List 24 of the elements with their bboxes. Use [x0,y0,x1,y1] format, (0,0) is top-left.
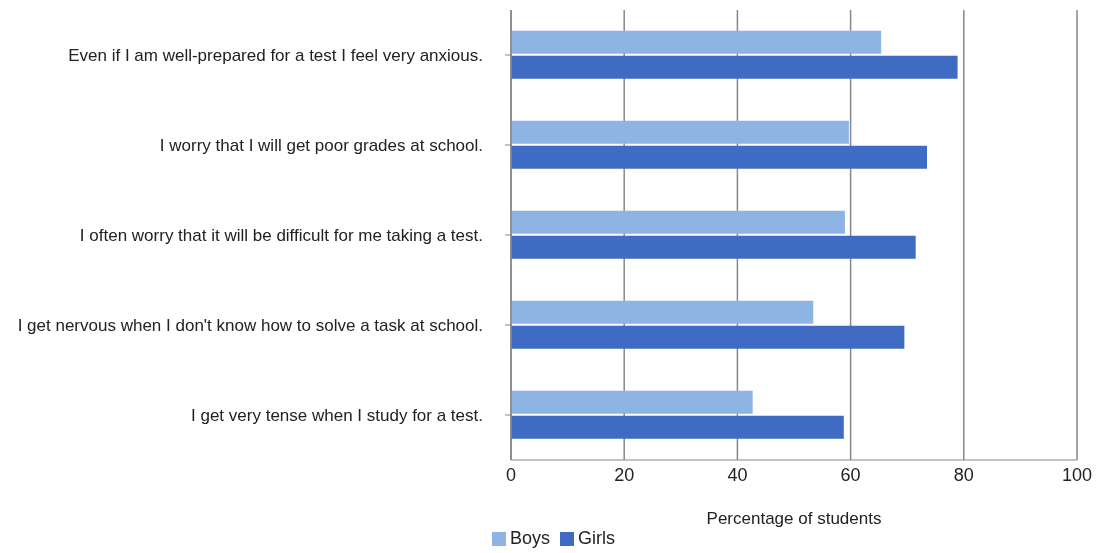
bar [511,235,916,259]
x-tick-label: 40 [727,464,748,485]
x-tick-label: 60 [840,464,861,485]
y-tick-label: I get nervous when I don't know how to solve a task at school. [17,316,483,335]
bar [511,55,958,79]
x-tick-label: 20 [614,464,635,485]
legend-label: Boys [509,528,551,548]
x-tick-label: 80 [953,464,974,485]
y-tick-label: Even if I am well-prepared for a test I feel very anxious. [68,46,483,65]
x-tick-label: 0 [505,464,517,485]
bar [511,210,845,234]
y-tick-label: I worry that I will get poor grades at school. [159,136,483,155]
x-tick-label: 100 [1061,464,1093,485]
x-axis-title: Percentage of students [706,509,882,528]
y-tick-label: I often worry that it will be difficult for me taking a test. [79,226,483,245]
bar [511,390,753,414]
bar [511,145,928,169]
bar [511,325,905,349]
y-tick-label: I get very tense when I study for a test. [191,406,483,425]
bar [511,120,849,144]
bar [511,30,882,54]
bar [511,300,814,324]
bar [511,415,844,439]
legend-label: Girls [578,528,616,548]
